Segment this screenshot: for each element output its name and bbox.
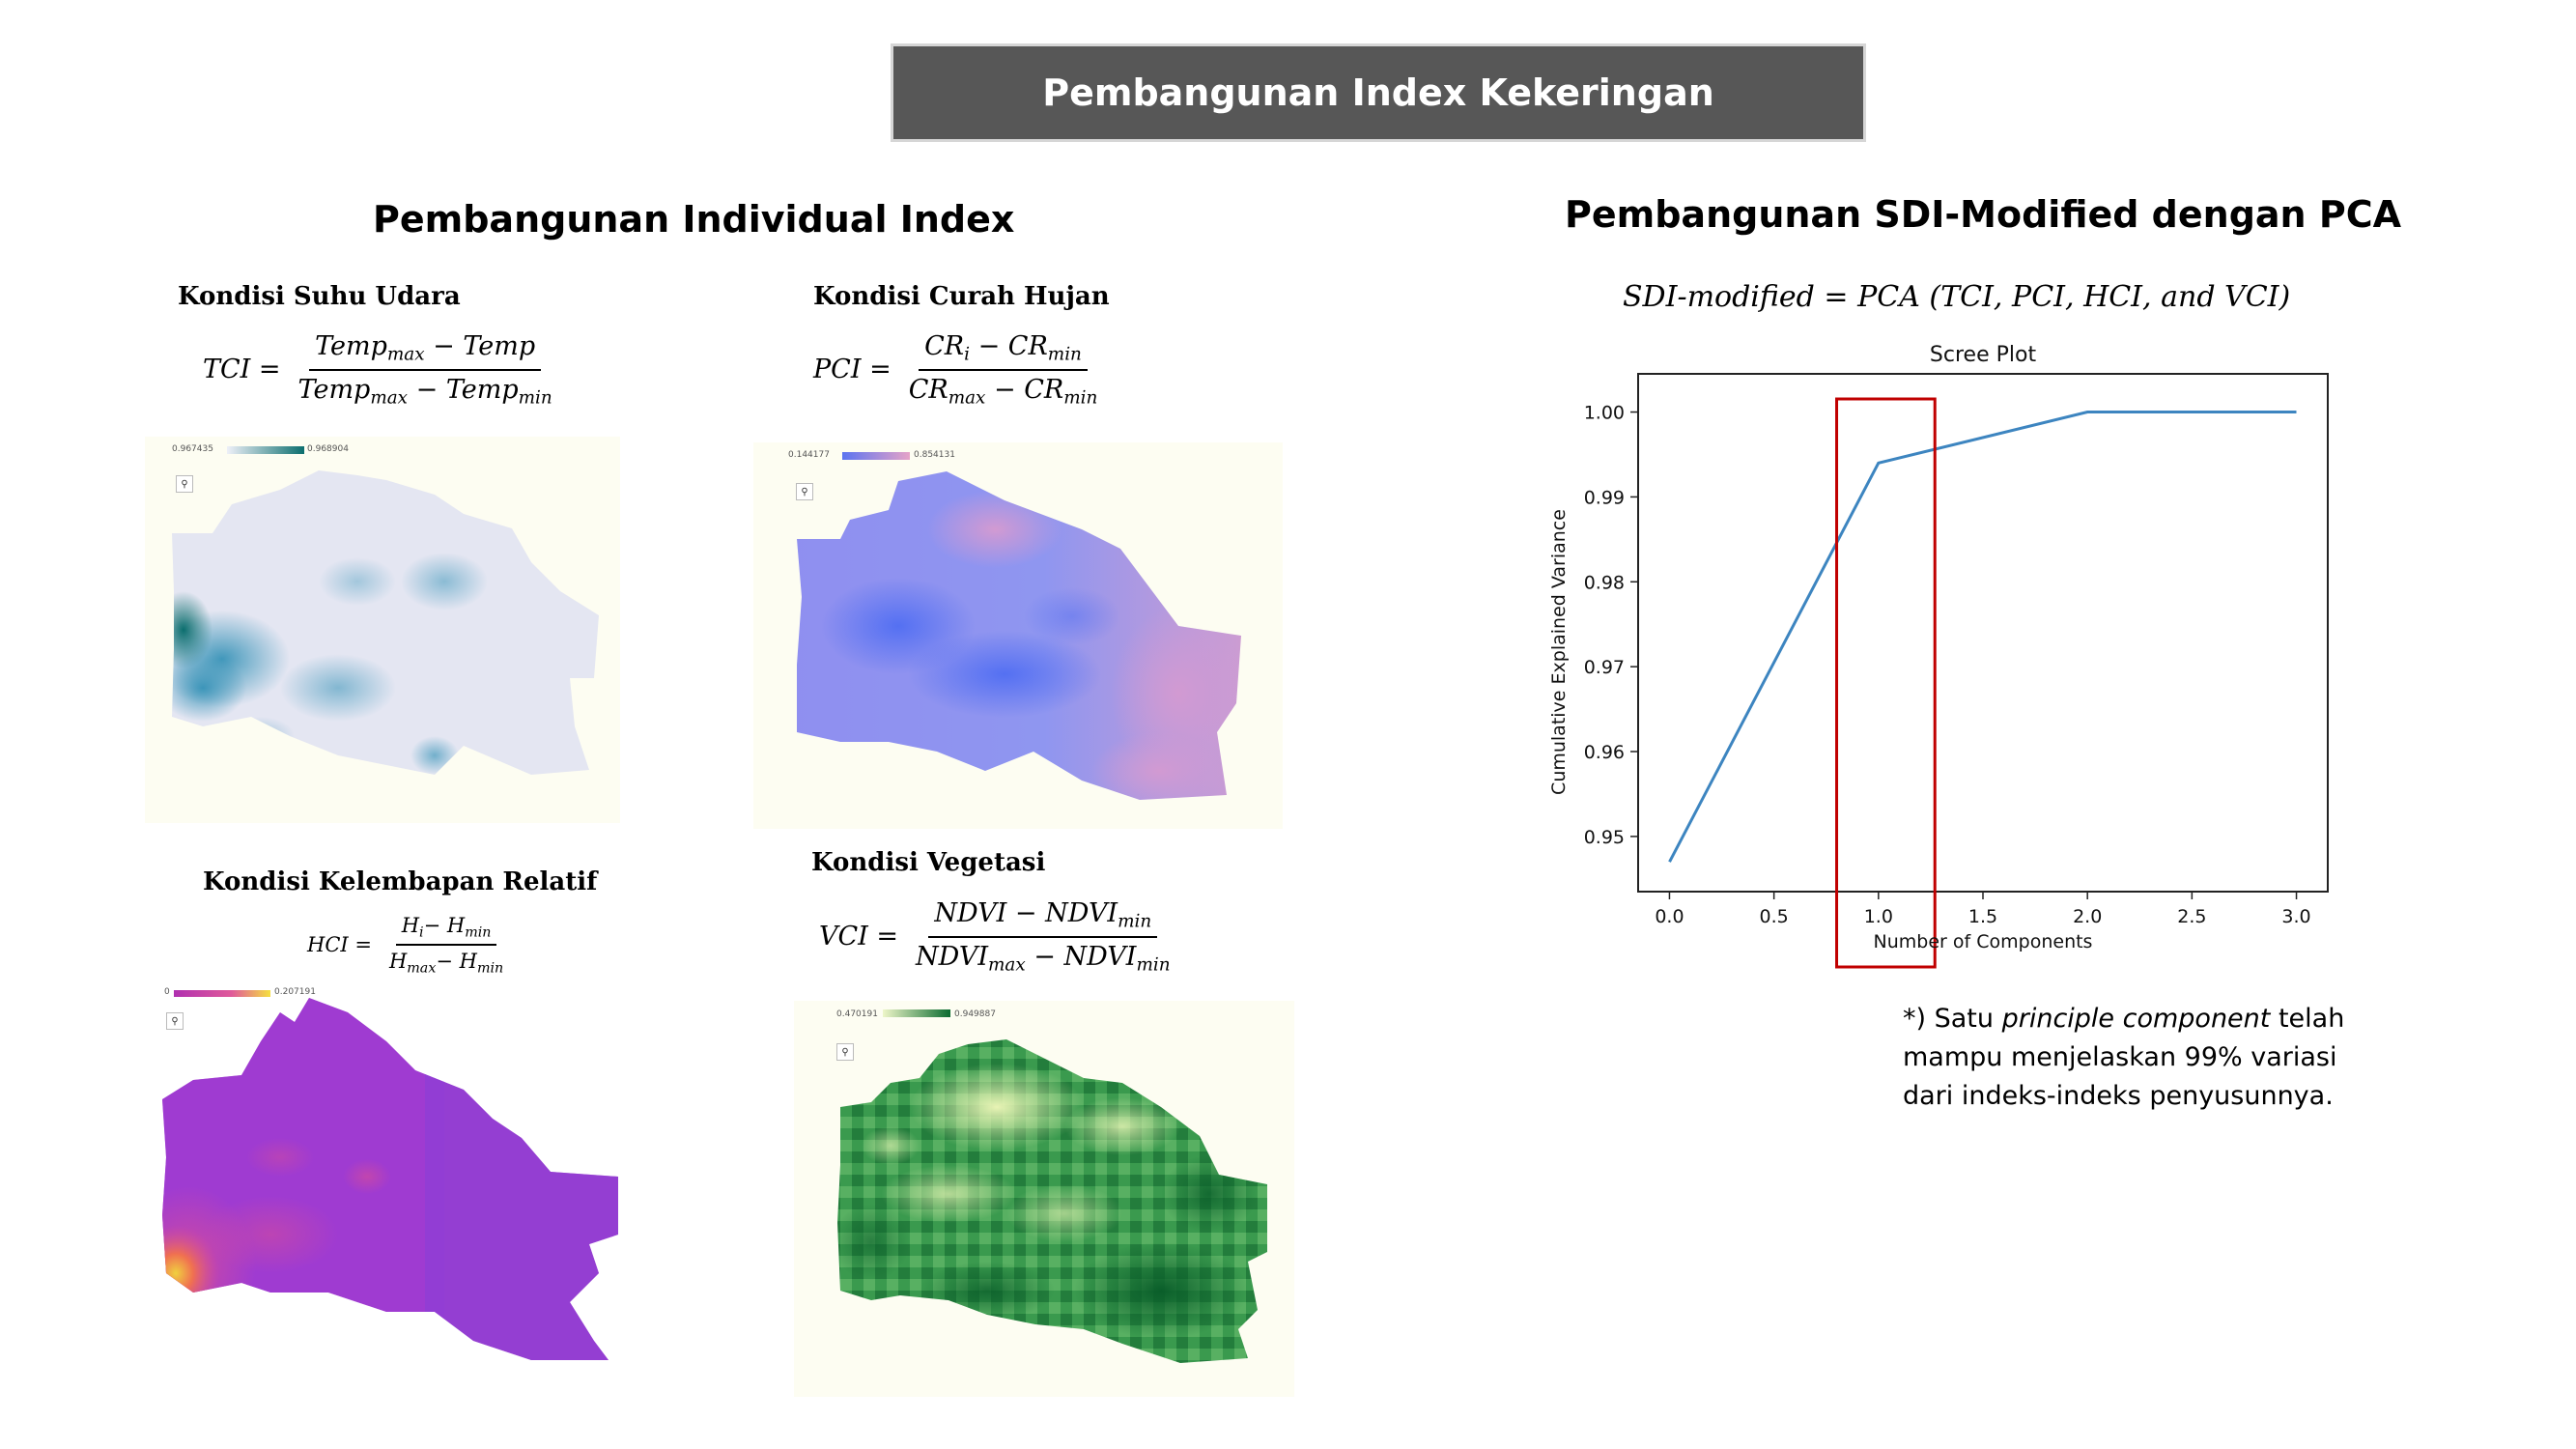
note-text: *) Satu principle component telah mampu … [1903,1000,2357,1116]
x-tick-label: 2.0 [2073,906,2102,927]
chart-title: Scree Plot [1930,343,2037,367]
tci-legend-low: 0.967435 [172,444,213,454]
plot-area [1637,373,2329,893]
note-emphasis: principle component [2001,1004,2271,1034]
vci-legend-low: 0.470191 [836,1009,878,1019]
hci-lhs: HCI = [307,933,372,957]
x-tick-label: 1.0 [1864,906,1893,927]
hci-title: Kondisi Kelembapan Relatif [203,867,598,896]
vci-fraction: NDVI − NDVImin NDVImax − NDVImin [916,898,1171,975]
search-icon[interactable]: ⚲ [166,1012,184,1030]
tci-map: 0.967435 0.968904 ⚲ [145,437,620,823]
x-tick-label: 0.0 [1655,906,1684,927]
vci-formula: VCI = NDVI − NDVImin NDVImax − NDVImin [819,898,1176,975]
note-suffix: telah mampu menjelaskan 99% variasi dari… [1903,1004,2345,1111]
highlight-box [1835,397,1937,969]
vci-title: Kondisi Vegetasi [811,848,1046,877]
x-axis-label: Number of Components [1874,931,2093,952]
slide-banner: Pembangunan Index Kekeringan [891,43,1866,142]
tci-formula: TCI = Tempmax − Temp Tempmax − Tempmin [203,331,558,408]
vci-map: 0.470191 0.949887 ⚲ [794,1001,1294,1397]
x-tick-label: 3.0 [2281,906,2310,927]
tci-legend-high: 0.968904 [307,444,349,454]
y-tick-label: 0.95 [1584,827,1625,848]
hci-legend-high: 0.207191 [274,987,316,997]
x-tick-label: 0.5 [1760,906,1789,927]
pci-fraction: CRi − CRmin CRmax − CRmin [908,331,1098,408]
y-tick-label: 0.97 [1584,657,1625,678]
sdi-formula: SDI-modified = PCA (TCI, PCI, HCI, and V… [1623,280,2291,314]
banner-title: Pembangunan Index Kekeringan [1042,71,1714,114]
note-prefix: *) Satu [1903,1004,2002,1034]
search-icon[interactable]: ⚲ [176,475,193,493]
pci-formula: PCI = CRi − CRmin CRmax − CRmin [813,331,1103,408]
tci-title: Kondisi Suhu Udara [178,282,461,311]
tci-fraction: Tempmax − Temp Tempmax − Tempmin [297,331,552,408]
y-tick-label: 0.98 [1584,572,1625,593]
search-icon[interactable]: ⚲ [796,483,813,500]
scree-plot-chart: Scree Plot 0.0 0.5 1.0 1.5 2.0 2.5 3.0 0.95 0.96… [1548,343,2329,969]
hci-fraction: Hi− Hmin Hmax− Hmin [388,914,504,977]
pci-legend-high: 0.854131 [914,450,955,460]
pci-legend-low: 0.144177 [788,450,830,460]
search-icon[interactable]: ⚲ [836,1043,854,1061]
sdi-modified-title: Pembangunan SDI-Modified dengan PCA [1565,193,2401,236]
x-tick-label: 2.5 [2177,906,2206,927]
individual-index-title: Pembangunan Individual Index [373,198,1015,241]
y-tick-label: 1.00 [1584,403,1625,424]
y-axis-label: Cumulative Explained Variance [1548,509,1570,795]
pci-title: Kondisi Curah Hujan [813,282,1110,311]
pci-map: 0.144177 0.854131 ⚲ [753,442,1283,829]
hci-legend-low: 0 [164,987,170,997]
series-line [1668,411,2297,863]
x-tick-label: 1.5 [1968,906,1997,927]
y-tick-label: 0.96 [1584,742,1625,763]
vci-lhs: VCI = [819,922,899,952]
pci-lhs: PCI = [813,355,892,384]
hci-map: 0 0.207191 ⚲ [155,983,628,1370]
tci-lhs: TCI = [203,355,281,384]
vci-legend-high: 0.949887 [954,1009,996,1019]
y-tick-label: 0.99 [1584,487,1625,508]
hci-formula: HCI = Hi− Hmin Hmax− Hmin [307,914,509,977]
